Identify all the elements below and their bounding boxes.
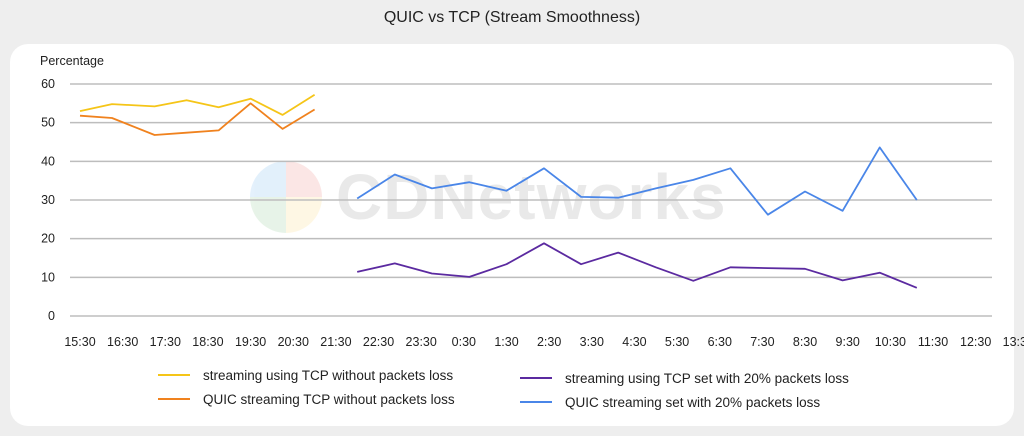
y-tick-label: 20	[41, 232, 55, 246]
x-tick-label: 15:30	[64, 335, 95, 349]
y-axis-label: Percentage	[40, 54, 104, 68]
x-tick-label: 0:30	[452, 335, 476, 349]
series-lines	[79, 94, 918, 289]
x-tick-label: 23:30	[406, 335, 437, 349]
x-tick-label: 8:30	[793, 335, 817, 349]
x-tick-label: 19:30	[235, 335, 266, 349]
x-tick-label: 7:30	[750, 335, 774, 349]
x-tick-label: 16:30	[107, 335, 138, 349]
chart-title: QUIC vs TCP (Stream Smoothness)	[383, 9, 641, 26]
series-line	[357, 242, 918, 289]
y-axis-ticks: 0 10 20 30 40 50 60	[41, 77, 55, 323]
x-tick-label: 13:30	[1003, 335, 1024, 349]
y-tick-label: 40	[41, 154, 55, 168]
x-tick-label: 10:30	[875, 335, 906, 349]
x-tick-label: 5:30	[665, 335, 689, 349]
x-tick-label: 2:30	[537, 335, 561, 349]
x-tick-label: 3:30	[580, 335, 604, 349]
x-tick-label: 22:30	[363, 335, 394, 349]
x-tick-label: 17:30	[150, 335, 181, 349]
x-tick-label: 18:30	[192, 335, 223, 349]
x-tick-label: 6:30	[708, 335, 732, 349]
y-tick-label: 0	[48, 309, 55, 323]
series-line	[79, 102, 316, 136]
series-line	[79, 94, 316, 116]
y-tick-label: 10	[41, 270, 55, 284]
x-tick-label: 20:30	[278, 335, 309, 349]
x-axis-ticks: 15:30 16:30 17:30 18:30 19:30 20:30 21:30 22:30…	[64, 335, 1024, 349]
x-tick-label: 11:30	[918, 335, 948, 349]
chart-card	[10, 44, 1014, 426]
gridlines	[70, 83, 992, 317]
x-tick-label: 1:30	[494, 335, 518, 349]
y-tick-label: 60	[41, 77, 55, 91]
y-tick-label: 50	[41, 116, 55, 130]
x-tick-label: 12:30	[960, 335, 991, 349]
x-tick-label: 4:30	[622, 335, 646, 349]
series-line	[356, 146, 918, 216]
y-tick-label: 30	[41, 193, 55, 207]
x-tick-label: 9:30	[836, 335, 860, 349]
x-tick-label: 21:30	[320, 335, 351, 349]
